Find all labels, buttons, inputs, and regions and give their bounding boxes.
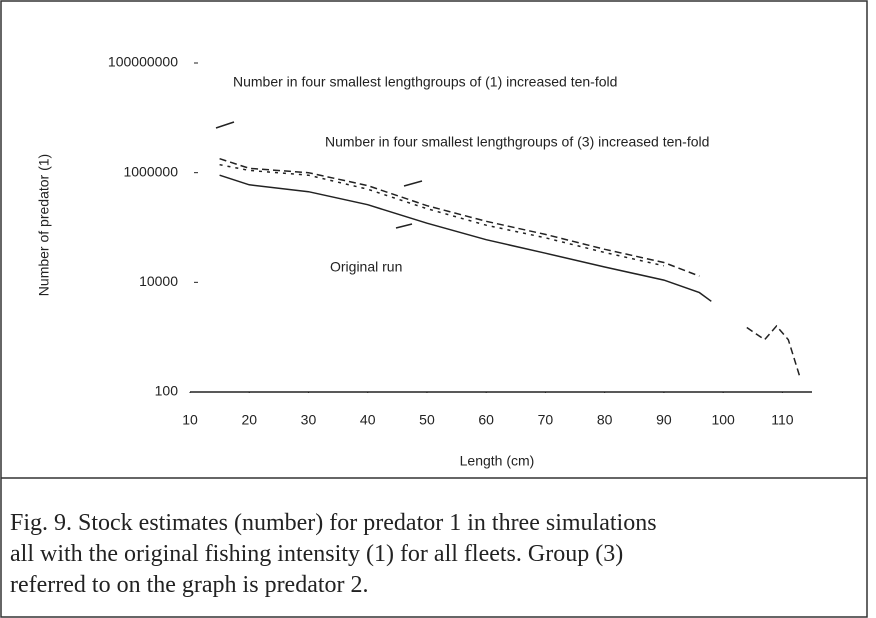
y-tick-label: 1000000 xyxy=(123,163,178,179)
x-tick-label: 80 xyxy=(597,412,613,428)
pointer xyxy=(215,121,235,129)
caption-line: referred to on the graph is predator 2. xyxy=(10,572,369,598)
x-tick-label: 100 xyxy=(711,412,735,428)
y-axis-label: Number of predator (1) xyxy=(36,154,52,296)
x-tick-label: 70 xyxy=(538,412,554,428)
y-tick-label: 100 xyxy=(155,383,179,399)
x-tick-label: 50 xyxy=(419,412,435,428)
series-line xyxy=(219,157,801,379)
caption-line: all with the original fishing intensity … xyxy=(10,541,623,567)
x-tick-label: 30 xyxy=(301,412,317,428)
x-tick-label: 110 xyxy=(771,412,794,428)
series-annotation: Number in four smallest lengthgroups of … xyxy=(325,134,709,150)
y-tick-label: 10000 xyxy=(139,273,178,289)
x-axis-label: Length (cm) xyxy=(460,453,535,469)
series-annotation: Original run xyxy=(330,259,402,275)
series-line xyxy=(219,174,712,302)
pointer xyxy=(403,180,423,187)
series-line xyxy=(219,163,665,267)
x-tick-label: 40 xyxy=(360,412,376,428)
series-annotation: Number in four smallest lengthgroups of … xyxy=(233,74,617,90)
y-tick-label: 100000000 xyxy=(108,54,178,70)
x-tick-label: 60 xyxy=(478,412,494,428)
pointer xyxy=(395,223,413,229)
x-tick-label: 20 xyxy=(241,412,257,428)
caption-line: Fig. 9. Stock estimates (number) for pre… xyxy=(10,510,657,536)
x-tick-label: 10 xyxy=(182,412,198,428)
x-tick-label: 90 xyxy=(656,412,672,428)
